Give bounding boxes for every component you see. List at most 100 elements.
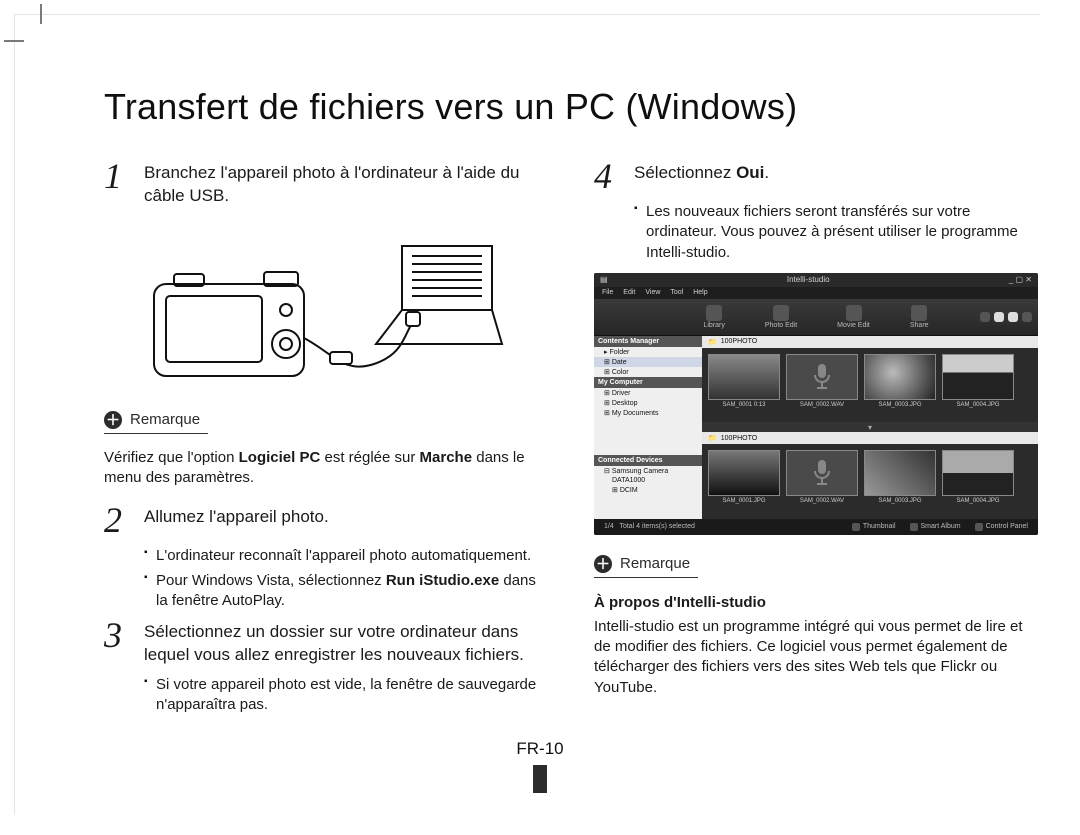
collapse-bar[interactable]: ▾ [702,422,1038,432]
sidebar-item[interactable]: DATA1000 [594,476,702,485]
document-page: Transfert de fichiers vers un PC (Window… [0,0,1080,835]
sidebar-item[interactable]: ⊞ My Documents [594,408,702,418]
tool-photo-edit[interactable]: Photo Edit [765,305,797,329]
status-bar: 1/4 Total 4 items(s) selected Thumbnail … [594,519,1038,535]
step-number: 4 [594,158,626,194]
thumbnail[interactable]: SAM_0002.WAV [786,450,858,513]
thumb-image [708,354,780,400]
thumb-caption: SAM_0003.JPG [878,402,921,408]
photo-edit-icon [773,305,789,321]
sidebar-item[interactable]: ⊞ DCIM [594,485,702,495]
text: Logiciel PC [239,449,321,466]
text: . [764,163,769,182]
toggle-icon[interactable] [1008,312,1018,322]
step-number: 2 [104,502,136,538]
page-number: FR-10 [516,739,563,759]
sidebar-item[interactable]: ⊟ Samsung Camera [594,466,702,476]
remark-left-body: Vérifiez que l'option Logiciel PC est ré… [104,448,550,489]
toggle-icon[interactable] [994,312,1004,322]
remark-badge: ＋ Remarque [104,411,208,434]
thumb-image [942,354,1014,400]
toggle-icon[interactable] [1022,312,1032,322]
sidebar-item[interactable]: ⊞ Date [594,357,702,367]
remark-label: Remarque [620,555,690,572]
content-pane: 📁 100PHOTO SAM_0001 0:13 SAM_0002.WAV SA… [702,336,1038,519]
smartalbum-icon [910,523,918,531]
window-controls[interactable]: _ ▢ ✕ [1009,275,1032,284]
thumbnail[interactable]: SAM_0001.JPG [708,450,780,513]
step-4-sub: Les nouveaux fichiers seront transférés … [634,202,1040,263]
thumbnail-icon [852,523,860,531]
thumb-grid-2: SAM_0001.JPG SAM_0002.WAV SAM_0003.JPG S… [702,444,1038,519]
app-title: Intelli-studio [787,275,830,284]
text: Oui [736,163,764,182]
menu-item-view[interactable]: View [645,289,660,296]
sidebar: Contents Manager ▸ Folder ⊞ Date ⊞ Color… [594,336,702,519]
thumb-grid-1: SAM_0001 0:13 SAM_0002.WAV SAM_0003.JPG … [702,348,1038,423]
thumb-image [786,354,858,400]
menu-item-file[interactable]: File [602,289,613,296]
sidebar-item[interactable]: ▸ Folder [594,347,702,357]
thumbnail[interactable]: SAM_0004.JPG [942,354,1014,417]
sidebar-item[interactable]: ⊞ Desktop [594,398,702,408]
thumbnail[interactable]: SAM_0003.JPG [864,450,936,513]
bullet: Si votre appareil photo est vide, la fen… [144,675,550,716]
step-number: 3 [104,617,136,653]
step-text: Branchez l'appareil photo à l'ordinateur… [144,162,550,208]
thumb-caption: SAM_0002.WAV [800,402,844,408]
text: Pour Windows Vista, sélectionnez [156,572,386,589]
crop-mark [40,4,42,24]
step-number: 1 [104,158,136,194]
tool-library[interactable]: Library [703,305,724,329]
sidebar-item[interactable]: ⊞ Driver [594,388,702,398]
toggle-icon[interactable] [980,312,990,322]
step-text: Sélectionnez un dossier sur votre ordina… [144,621,550,667]
sidebar-item[interactable]: ⊞ Color [594,367,702,377]
page-footer: FR-10 [0,739,1080,793]
thumbnail[interactable]: SAM_0001 0:13 [708,354,780,417]
sidebar-section-devices: Connected Devices [594,455,702,466]
thumb-caption: SAM_0002.WAV [800,498,844,504]
thumbnail[interactable]: SAM_0003.JPG [864,354,936,417]
step-text: Sélectionnez Oui. [634,162,1040,185]
menu-item-help[interactable]: Help [693,289,707,296]
step-4: 4 Sélectionnez Oui. [594,162,1040,194]
crop-mark [14,14,15,815]
sidebar-section-mycomputer: My Computer [594,377,702,388]
share-icon [911,305,927,321]
thumb-caption: SAM_0004.JPG [956,402,999,408]
remark-badge: ＋ Remarque [594,555,698,578]
folder-header-1[interactable]: 📁 100PHOTO [702,336,1038,348]
thumb-image [942,450,1014,496]
intelli-studio-window: ▤ Intelli-studio _ ▢ ✕ File Edit View To… [594,273,1038,535]
thumbnail[interactable]: SAM_0002.WAV [786,354,858,417]
movie-edit-icon [846,305,862,321]
right-column: 4 Sélectionnez Oui. Les nouveaux fichier… [594,162,1040,726]
left-column: 1 Branchez l'appareil photo à l'ordinate… [104,162,550,726]
controlpanel-icon [975,523,983,531]
step-2: 2 Allumez l'appareil photo. [104,506,550,538]
bullet: L'ordinateur reconnaît l'appareil photo … [144,546,550,566]
status-smartalbum[interactable]: Smart Album [910,523,961,531]
thumb-caption: SAM_0004.JPG [956,498,999,504]
folder-header-2[interactable]: 📁 100PHOTO [702,432,1038,444]
mic-icon [811,459,833,487]
view-toggles[interactable] [980,312,1032,322]
status-thumbnail[interactable]: Thumbnail [852,523,896,531]
plus-icon: ＋ [104,411,122,429]
tool-label: Library [703,322,724,329]
tool-movie-edit[interactable]: Movie Edit [837,305,870,329]
text: Sélectionnez [634,163,736,182]
page-title: Transfert de fichiers vers un PC (Window… [104,86,1040,128]
menu-item-tool[interactable]: Tool [670,289,683,296]
tool-share[interactable]: Share [910,305,929,329]
thumbnail[interactable]: SAM_0004.JPG [942,450,1014,513]
thumb-image [864,354,936,400]
remark-right-subtitle: À propos d'Intelli-studio [594,594,1040,611]
text: Vérifiez que l'option [104,449,239,466]
thumb-image [786,450,858,496]
bullet: Pour Windows Vista, sélectionnez Run iSt… [144,571,550,612]
crop-mark [4,40,24,42]
menu-item-edit[interactable]: Edit [623,289,635,296]
status-controlpanel[interactable]: Control Panel [975,523,1028,531]
